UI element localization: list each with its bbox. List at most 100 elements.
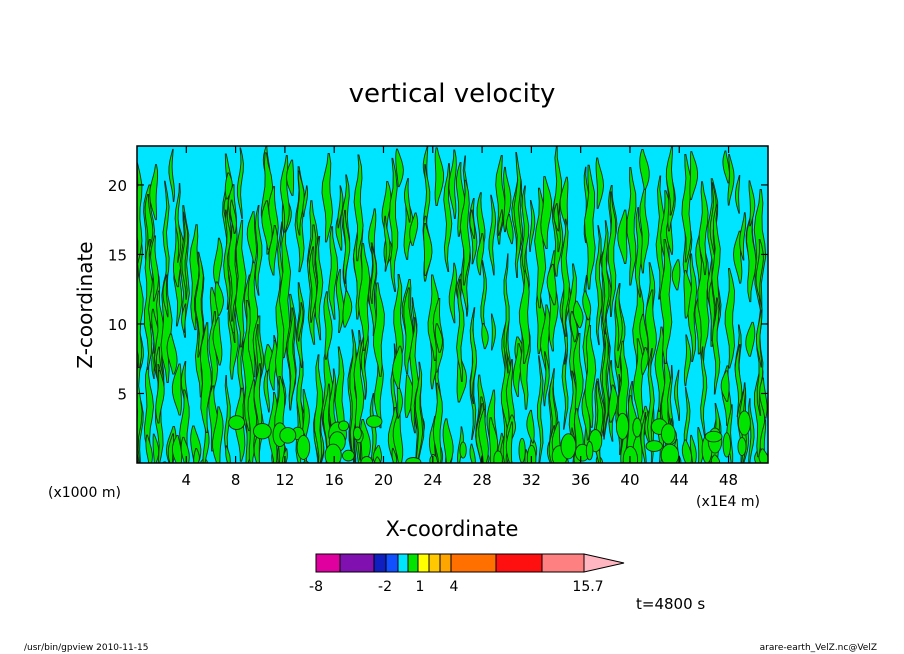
colorbar-segment [450,553,497,573]
contour-region [323,291,333,360]
contour-region [626,167,637,286]
contour-region [321,152,333,243]
contour-region [324,443,342,463]
contour-region [540,176,553,249]
contour-region [755,309,763,368]
x-axis: 4 8 12 16 20 24 28 32 36 40 44 48 [182,146,738,489]
contour-region [296,170,305,236]
contour-region [505,421,514,463]
colorbar-segment [495,553,543,573]
contour-region [152,433,160,463]
contour-region [229,199,237,235]
contour-region [459,179,471,286]
contour-region [286,159,295,196]
contour-region [195,251,204,358]
contour-region [409,212,419,246]
y-axis: 5 10 15 20 [108,177,768,403]
footer-right: arare-earth_VelZ.nc@VelZ [760,643,877,653]
colorbar-segment [417,553,430,573]
x-tick-label: 40 [620,471,639,489]
contour-region [490,313,496,351]
contour-region [560,218,570,337]
y-tick-label: 15 [108,246,127,264]
contour-region [585,441,594,461]
contour-region [518,270,530,364]
contour-region [655,175,665,300]
contour-region [223,375,231,463]
contour-region [526,409,535,444]
contour-region [759,377,768,419]
contour-region [584,164,596,290]
contour-region [443,163,453,272]
contour-region [352,426,362,441]
contour-region [478,409,489,463]
y-tick-label: 5 [117,385,127,403]
x-tick-label: 20 [374,471,393,489]
x-tick-label: 48 [719,471,738,489]
x-tick-label: 32 [522,471,541,489]
contour-region [448,149,457,220]
contour-region [607,191,617,318]
contour-region [476,232,485,276]
contour-region [608,384,619,423]
contour-region [601,316,609,440]
colorbar-segment [339,553,375,573]
contour-region [704,430,723,443]
contour-region [137,264,144,368]
contour-region [689,434,697,463]
contour-region [639,149,650,190]
contour-region [639,186,650,274]
contour-region [442,418,454,463]
contour-region [246,211,257,264]
contour-region [396,383,403,419]
contour-region [392,345,403,389]
x-tick-label: 44 [670,471,689,489]
colorbar-segment [315,553,341,573]
colorbar-segment [397,553,409,573]
contour-region [214,281,224,316]
contour-region [448,262,458,324]
colorbar-segment [407,553,419,573]
contour-region [726,404,734,463]
contour-region [391,447,398,463]
contour-region [297,302,304,342]
contour-region [353,154,364,262]
contour-region [225,445,231,463]
contour-region [622,445,639,463]
colorbar-labels: -8 -2 1 4 15.7 [309,579,604,595]
contour-region [373,282,385,377]
contour-region [168,148,175,203]
x-tick-label: 16 [325,471,344,489]
contour-region [279,427,297,444]
contour-region [687,253,698,363]
contour-region [174,183,182,263]
x-tick-label: 4 [182,471,192,489]
contour-region [737,437,747,457]
contour-region [469,443,476,463]
contour-region [546,263,557,306]
contour-region [745,321,756,357]
contour-region [469,309,478,405]
contour-region [314,354,324,463]
contour-region [528,199,536,253]
contour-region [536,355,544,463]
contour-region [247,254,259,378]
contour-region [660,423,676,445]
contour-region [254,204,263,296]
x-unit-label: (x1E4 m) [696,494,760,510]
colorbar-arrow [583,553,625,573]
contour-region [553,203,560,232]
contour-region [181,303,187,333]
contour-region [711,297,721,395]
colorbar [315,553,625,573]
contour-region [253,430,261,463]
colorbar-segment [428,553,441,573]
contour-region [374,456,381,463]
contour-region [601,220,610,335]
contour-region [166,333,178,375]
contour-region [193,448,200,463]
contour-region [137,162,143,264]
contour-region [561,334,569,430]
contour-region [171,434,183,463]
y-tick-label: 10 [108,316,127,334]
